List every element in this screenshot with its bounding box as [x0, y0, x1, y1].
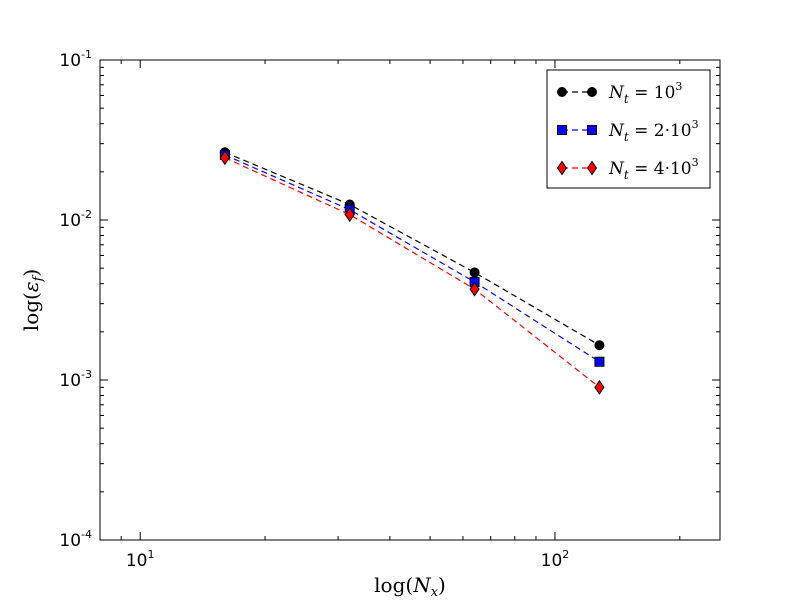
y-tick-label: 10-2	[59, 208, 92, 231]
legend-entry: Nt = 4·103	[556, 156, 699, 182]
series-3	[219, 150, 605, 395]
data-point	[594, 340, 605, 351]
legend-marker	[587, 87, 597, 97]
series-line	[224, 151, 600, 346]
legend-marker	[557, 125, 567, 135]
y-tick-label: 10-1	[59, 48, 92, 71]
series-1	[219, 147, 605, 351]
y-axis-ticks: 10-4 10-3 10-2 10-1	[59, 48, 720, 551]
legend-marker	[587, 125, 597, 135]
data-point	[469, 281, 480, 297]
series-line	[224, 157, 600, 388]
x-tick-label: 101	[126, 548, 155, 571]
plot-frame	[99, 59, 721, 541]
y-axis-label: log(εf)	[19, 269, 46, 331]
legend-marker	[557, 87, 567, 97]
series-2	[219, 149, 605, 367]
legend-entry: Nt = 103	[557, 80, 682, 106]
plot-area	[99, 59, 721, 541]
data-point	[594, 379, 605, 395]
data-point	[594, 356, 605, 367]
legend-entry: Nt = 2·103	[557, 118, 699, 144]
x-axis-ticks: 101 102	[99, 60, 681, 571]
x-axis-label: log(Nx)	[374, 573, 446, 600]
legend-marker	[586, 160, 598, 176]
data-point	[469, 267, 480, 278]
series-layer	[219, 147, 605, 395]
legend-label: Nt = 4·103	[608, 156, 699, 182]
x-tick-label: 102	[541, 548, 570, 571]
legend-marker	[556, 160, 568, 176]
legend: Nt = 103 Nt = 2·103 Nt = 4·103	[546, 69, 711, 189]
legend-label: Nt = 2·103	[608, 118, 699, 144]
y-tick-label: 10-3	[59, 368, 92, 391]
legend-label: Nt = 103	[608, 80, 682, 106]
y-tick-label: 10-4	[59, 528, 92, 551]
series-line	[224, 154, 600, 363]
data-point	[219, 150, 230, 166]
data-point	[344, 207, 355, 223]
